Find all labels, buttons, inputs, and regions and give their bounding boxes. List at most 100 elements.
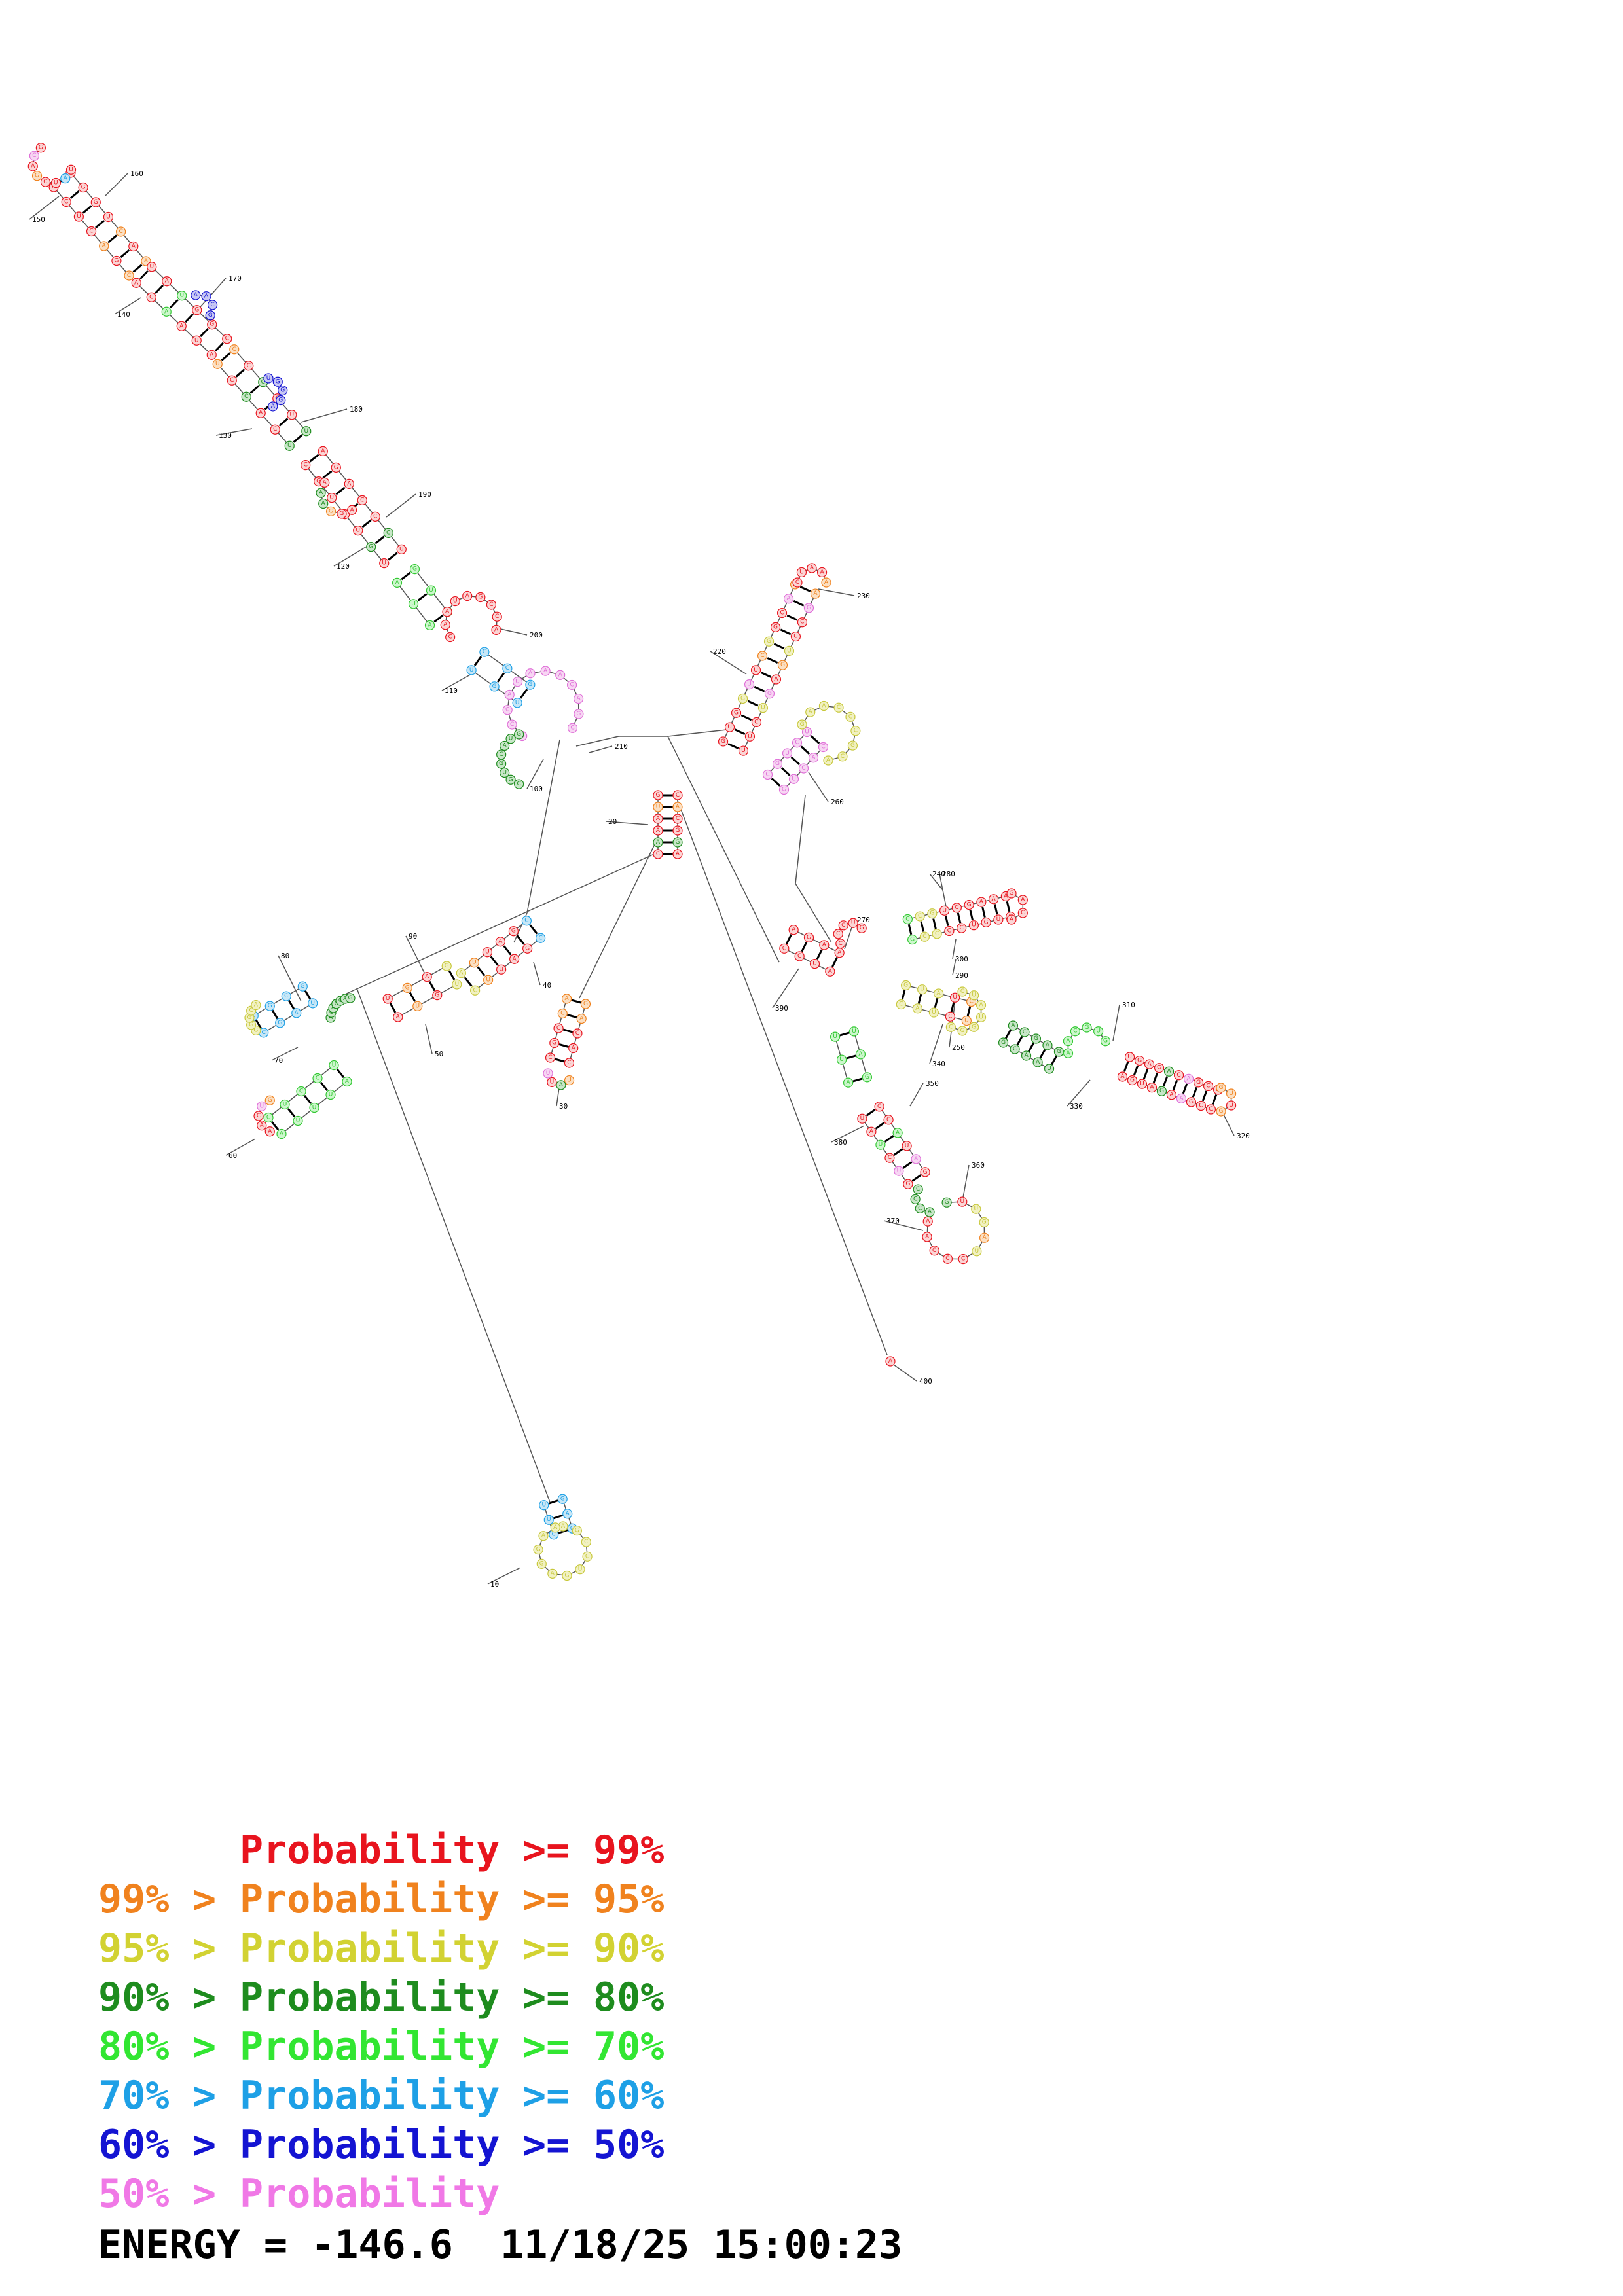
nucleotide-letter: U (805, 728, 809, 735)
nucleotide (920, 1167, 930, 1177)
nucleotide (505, 734, 516, 744)
base-pair-bond (571, 999, 581, 1004)
position-label: 130 (219, 431, 232, 440)
nucleotide-letter: G (570, 1525, 575, 1532)
base-pair-bond (417, 593, 428, 601)
nucleotide-letter: C (232, 346, 236, 353)
nucleotide-letter: G (1219, 1108, 1224, 1115)
nucleotide (442, 607, 452, 617)
position-label: 10 (490, 1580, 499, 1588)
nucleotide-letter: C (244, 393, 248, 400)
nucleotide (347, 505, 357, 515)
backbone-segment (929, 873, 943, 891)
nucleotide-letter: G (509, 776, 513, 783)
nucleotide (1006, 914, 1017, 925)
legend-sep: > (192, 2073, 217, 2119)
nucleotide (797, 617, 808, 628)
nucleotide-letter: G (972, 1024, 976, 1030)
nucleotide-letter: A (925, 1234, 930, 1240)
nucleotide (1006, 888, 1017, 899)
base-pair-bond (760, 672, 772, 678)
nucleotide (575, 1564, 585, 1575)
backbone-lines (29, 147, 1235, 1585)
nucleotide (907, 934, 918, 945)
legend-op: >= (522, 2024, 570, 2070)
base-pair-bond (816, 949, 823, 960)
nucleotide (161, 306, 172, 317)
nucleotide-letter: G (807, 605, 811, 611)
nucleotide-letter: A (329, 1014, 333, 1021)
nucleotide-letter: U (399, 546, 404, 552)
base-pair-bond (1006, 901, 1011, 912)
nucleotide-letter: A (445, 609, 450, 615)
nucleotide-letter: G (539, 1560, 544, 1567)
nucleotide (653, 790, 663, 800)
nucleotide-letter: C (338, 997, 342, 1004)
base-pair-bond (553, 1514, 564, 1520)
nucleotide-letter: A (559, 1082, 564, 1088)
position-label: 60 (228, 1151, 237, 1160)
nucleotide-letter: A (676, 851, 680, 857)
legend-lower: 70% (98, 2073, 170, 2119)
nucleotide-letter: U (1229, 1090, 1233, 1097)
nucleotide-letter: G (1196, 1079, 1201, 1086)
nucleotide-letter: U (960, 1198, 965, 1205)
base-pair-bond (1004, 1029, 1012, 1039)
base-pair-bond (831, 957, 838, 967)
nucleotide-letter: A (507, 692, 512, 698)
nucleotide (1134, 1055, 1145, 1066)
nucleotide-letter: U (897, 1168, 902, 1174)
nucleotide-letter: G (945, 1199, 949, 1206)
nucleotide-letter: G (1137, 1058, 1142, 1064)
base-pair-bond (902, 1161, 913, 1169)
nucleotide-letter: A (271, 403, 276, 410)
nucleotide-letter: G (807, 934, 811, 941)
nucleotide-letter: A (164, 308, 169, 315)
nucleotide-letter: A (792, 927, 796, 933)
nucleotide (525, 668, 536, 679)
base-pair-bond (1133, 1065, 1139, 1076)
nucleotide-letter: A (396, 1014, 401, 1020)
backbone-segment (104, 173, 128, 197)
nucleotide-letter: G (676, 827, 680, 834)
nucleotide (561, 994, 572, 1004)
nucleotide-letter: C (886, 1117, 890, 1123)
nucleotide (227, 375, 237, 386)
nucleotide (486, 600, 497, 610)
nucleotide-letter: A (204, 293, 209, 300)
nucleotide (426, 585, 437, 596)
nucleotide (293, 1115, 303, 1126)
nucleotide-letter: U (964, 1018, 969, 1024)
nucleotide-letter: C (836, 931, 840, 937)
nucleotide (929, 1246, 939, 1256)
nucleotide-letter: G (1219, 1085, 1224, 1091)
nucleotide-letter: C (257, 1113, 261, 1119)
backbone-segment (301, 408, 348, 423)
nucleotide (222, 334, 232, 344)
nucleotide-letter: A (280, 1130, 284, 1137)
nucleotide-letter: G (194, 307, 199, 314)
base-pair-bond (875, 1122, 885, 1130)
nucleotide-letter: A (541, 1533, 546, 1539)
position-label: 320 (1237, 1132, 1250, 1140)
base-pair-bond (884, 1135, 894, 1143)
base-pair-bond (235, 368, 246, 378)
nucleotide (862, 1072, 873, 1083)
nucleotide-letter: A (914, 1156, 919, 1162)
nucleotide (264, 1126, 275, 1137)
nucleotide (264, 1095, 275, 1105)
nucleotide-letter: G (910, 937, 915, 943)
nucleotide-letter: C (754, 719, 758, 725)
position-label: 40 (543, 981, 551, 990)
backbone-segment (589, 745, 613, 753)
nucleotide (1203, 1081, 1214, 1092)
legend-lower: 50% (98, 2171, 170, 2217)
nucleotide (724, 722, 735, 732)
nucleotide (810, 588, 821, 599)
legend-sep: > (192, 1926, 217, 1971)
nucleotide (843, 1077, 854, 1088)
nucleotide-letter: G (576, 711, 581, 717)
nucleotide-letter: A (1011, 1022, 1015, 1029)
position-label: 20 (608, 817, 617, 826)
nucleotide (792, 577, 803, 588)
